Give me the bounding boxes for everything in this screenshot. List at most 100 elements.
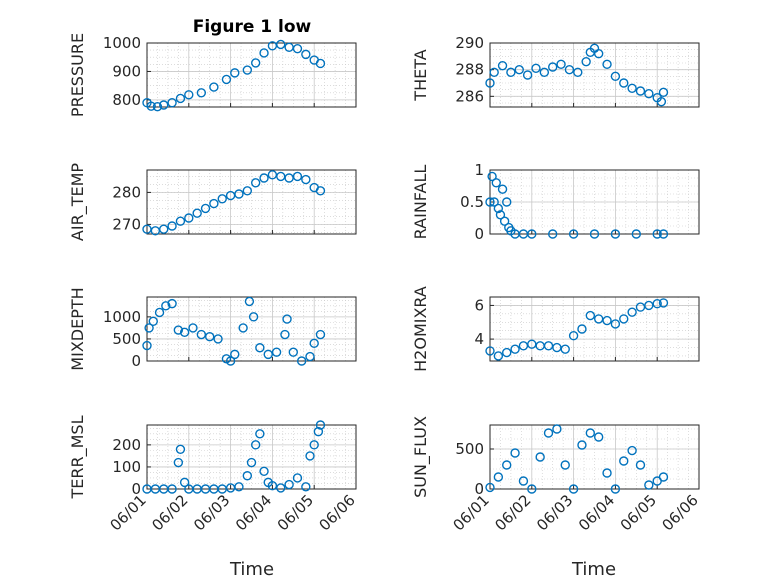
x-tick-label: 06/03 — [533, 491, 576, 534]
data-point — [627, 307, 637, 317]
data-point — [230, 349, 240, 360]
data-point — [244, 296, 255, 307]
data-point — [209, 82, 219, 92]
data-point — [593, 48, 604, 59]
data-point — [543, 428, 554, 438]
data-point — [485, 346, 495, 356]
data-point — [213, 334, 223, 344]
data-point — [499, 216, 510, 226]
x-tick-label: 06/04 — [575, 491, 618, 534]
data-point — [658, 298, 669, 308]
data-point — [242, 471, 253, 481]
data-point — [263, 349, 273, 360]
x-tick-label: 06/02 — [491, 491, 534, 534]
data-point — [522, 70, 533, 80]
y-tick-label: 0 — [131, 480, 141, 498]
data-point — [284, 173, 294, 183]
data-point — [152, 102, 163, 112]
data-point — [577, 324, 587, 334]
data-point — [602, 59, 612, 70]
data-point — [491, 178, 501, 188]
data-point — [284, 42, 294, 52]
x-tick-label: 06/01 — [107, 491, 150, 534]
x-tick-label: 06/05 — [274, 491, 317, 534]
data-point — [531, 63, 541, 74]
y-tick-label: 280 — [112, 183, 141, 201]
data-point — [259, 48, 269, 58]
data-point — [179, 327, 190, 338]
data-point — [255, 429, 265, 439]
y-axis-label: THETA — [411, 49, 430, 101]
data-point — [173, 457, 184, 468]
data-point — [284, 479, 294, 490]
data-point — [619, 314, 629, 324]
data-point — [309, 338, 319, 349]
data-point — [167, 98, 177, 108]
x-axis-label-left: Time — [229, 559, 274, 580]
y-tick-label: 800 — [112, 91, 141, 109]
y-axis-label: AIR_TEMP — [68, 163, 88, 241]
axes-box — [146, 424, 357, 490]
data-point — [539, 67, 550, 78]
data-point — [495, 210, 506, 220]
data-point — [610, 484, 621, 494]
data-point — [510, 344, 520, 354]
data-point — [234, 189, 244, 199]
data-point — [619, 78, 629, 88]
subplot-5: 0 500 1000 MIXDEPTH — [68, 287, 357, 371]
axes-box — [146, 169, 357, 235]
data-point — [313, 426, 324, 437]
y-tick-label: 500 — [112, 330, 141, 348]
y-tick-label: 0 — [474, 225, 484, 243]
data-point — [192, 208, 202, 218]
subplot-3: 270 280 AIR_TEMP — [68, 163, 357, 241]
data-point — [196, 329, 207, 340]
data-point — [631, 229, 641, 239]
y-tick-label: 4 — [474, 330, 484, 348]
data-point — [221, 74, 232, 85]
data-point — [568, 331, 579, 341]
data-point — [573, 67, 583, 78]
data-point — [292, 171, 303, 182]
data-point — [161, 301, 171, 311]
data-point — [154, 307, 165, 318]
data-point — [184, 90, 194, 100]
data-point — [644, 88, 654, 99]
data-point — [593, 314, 604, 324]
data-point — [510, 448, 520, 458]
data-point — [242, 186, 253, 196]
data-point — [652, 299, 662, 309]
data-point — [250, 178, 261, 188]
axes-box — [489, 424, 700, 490]
data-point — [560, 344, 570, 354]
data-point — [568, 229, 579, 239]
data-point — [234, 482, 244, 492]
data-point — [196, 88, 207, 98]
x-axis-label-right: Time — [571, 559, 616, 580]
data-point — [656, 96, 667, 107]
data-point — [585, 428, 596, 438]
subplot-2: 286 288 290 THETA — [411, 34, 700, 108]
y-tick-label: 200 — [112, 436, 141, 454]
data-point — [485, 482, 495, 493]
subplot-1: 800 900 1000 PRESSURE — [68, 33, 357, 117]
data-point — [282, 314, 292, 324]
y-tick-label: 0.5 — [460, 193, 484, 211]
y-tick-label: 0 — [474, 480, 484, 498]
data-point — [518, 476, 529, 486]
x-tick-label: 06/06 — [316, 491, 359, 534]
data-point — [489, 67, 499, 78]
y-tick-label: 290 — [455, 34, 484, 52]
data-point — [593, 432, 604, 442]
x-tick-label: 06/05 — [617, 491, 660, 534]
data-point — [179, 477, 190, 488]
data-point — [535, 341, 545, 351]
data-point — [167, 221, 177, 231]
data-point — [589, 229, 600, 239]
data-point — [652, 229, 662, 239]
data-point — [602, 315, 612, 326]
axes-box — [489, 42, 700, 108]
data-point — [259, 466, 269, 477]
